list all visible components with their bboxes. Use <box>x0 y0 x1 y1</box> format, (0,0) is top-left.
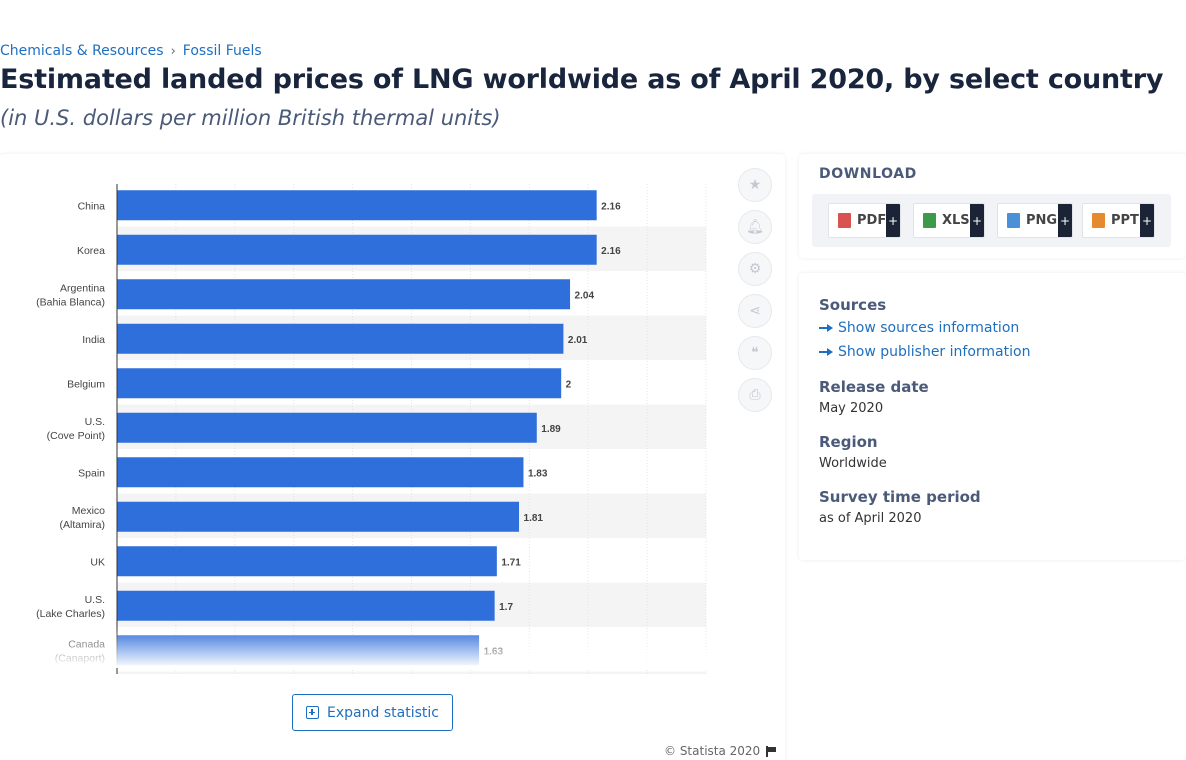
bar <box>117 546 497 577</box>
arrow-right-icon <box>819 323 833 333</box>
data-label: 1.81 <box>524 513 544 524</box>
breadcrumb-item-fossil-fuels[interactable]: Fossil Fuels <box>182 43 262 59</box>
expand-statistic-button[interactable]: Expand statistic <box>292 694 453 731</box>
category-label: (Bahia Blanca) <box>36 296 105 308</box>
category-label: Canada <box>68 638 105 650</box>
download-ppt-label: PPT <box>1111 213 1139 228</box>
bar <box>117 412 537 443</box>
plus-icon: + <box>970 204 984 237</box>
data-label: 1.7 <box>499 602 513 613</box>
show-publisher-link[interactable]: Show publisher information <box>819 344 1030 360</box>
download-png-label: PNG <box>1026 213 1058 228</box>
category-label: U.S. <box>85 594 105 606</box>
bar-chart: 2.16 China 2.16 Korea 2.04 Argentina (Bahia Bl… <box>36 184 707 674</box>
survey-period-value: as of April 2020 <box>819 511 922 526</box>
show-sources-link[interactable]: Show sources information <box>819 320 1019 336</box>
category-label: (Canaport) <box>55 652 105 664</box>
show-sources-label: Show sources information <box>838 320 1020 336</box>
bar <box>117 635 480 666</box>
download-ppt-button[interactable]: PPT + <box>1082 203 1155 238</box>
plus-icon: + <box>886 204 900 237</box>
survey-period-heading: Survey time period <box>819 488 981 506</box>
print-icon[interactable]: ⎙ <box>738 378 772 412</box>
category-label: Belgium <box>67 378 105 390</box>
breadcrumb-item-chemicals[interactable]: Chemicals & Resources <box>0 43 164 59</box>
category-label: Argentina <box>60 282 105 294</box>
page-subtitle: (in U.S. dollars per million British the… <box>0 106 501 130</box>
bar <box>117 190 597 221</box>
category-label: China <box>78 200 106 212</box>
ppt-file-icon <box>1092 213 1105 228</box>
page-title: Estimated landed prices of LNG worldwide… <box>0 64 1164 95</box>
copyright-text: © Statista 2020 <box>664 744 761 758</box>
flag-icon[interactable] <box>766 745 777 757</box>
download-pdf-button[interactable]: PDF + <box>828 203 901 238</box>
release-date-value: May 2020 <box>819 401 884 416</box>
star-icon[interactable]: ★ <box>738 168 772 202</box>
download-xls-label: XLS <box>942 213 970 228</box>
region-value: Worldwide <box>819 456 887 471</box>
show-publisher-label: Show publisher information <box>838 344 1031 360</box>
category-label: (Altamira) <box>59 519 105 531</box>
bar <box>117 590 495 621</box>
data-label: 1.83 <box>528 468 548 479</box>
data-label: 2.04 <box>575 290 595 301</box>
download-xls-button[interactable]: XLS + <box>913 203 985 238</box>
bar <box>117 234 597 265</box>
gear-icon[interactable]: ⚙ <box>738 252 772 286</box>
info-card: Sources Show sources information Show pu… <box>799 273 1186 560</box>
category-label: Korea <box>77 245 105 257</box>
expand-statistic-label: Expand statistic <box>327 704 439 721</box>
plus-square-icon <box>306 706 320 719</box>
data-label: 2.16 <box>601 201 621 212</box>
bar <box>117 457 524 488</box>
data-label: 2 <box>566 379 572 390</box>
category-label: (Lake Charles) <box>36 608 105 620</box>
category-label: UK <box>90 556 105 568</box>
data-label: 2.01 <box>568 335 588 346</box>
data-label: 2.16 <box>601 246 621 257</box>
plus-icon: + <box>1140 204 1154 237</box>
download-card: DOWNLOAD PDF + XLS + PNG + PPT + <box>799 154 1186 258</box>
data-label: 1.71 <box>501 557 521 568</box>
release-date-heading: Release date <box>819 378 929 396</box>
pdf-file-icon <box>838 213 851 228</box>
png-file-icon <box>1007 213 1020 228</box>
bar <box>117 323 564 354</box>
download-pdf-label: PDF <box>857 213 887 228</box>
category-label: India <box>82 334 105 346</box>
data-label: 1.63 <box>484 646 504 657</box>
download-png-button[interactable]: PNG + <box>997 203 1073 238</box>
plus-icon: + <box>1058 204 1072 237</box>
bar <box>117 501 520 532</box>
bar <box>117 279 571 310</box>
data-label: 1.89 <box>541 424 561 435</box>
download-title: DOWNLOAD <box>819 166 917 182</box>
category-label: U.S. <box>85 416 105 428</box>
row-stripe <box>117 671 706 674</box>
bell-icon[interactable]: 🔔︎ <box>738 210 772 244</box>
quote-icon[interactable]: ❝ <box>738 336 772 370</box>
copyright: © Statista 2020 <box>664 744 777 758</box>
category-label: Spain <box>78 467 105 479</box>
download-buttons: PDF + XLS + PNG + PPT + <box>812 194 1171 247</box>
breadcrumb-separator: › <box>170 43 176 59</box>
chart-card: 2.16 China 2.16 Korea 2.04 Argentina (Bahia Bl… <box>0 154 785 760</box>
share-icon[interactable]: ⋖ <box>738 294 772 328</box>
bar <box>117 368 562 399</box>
chart-toolbar: ★ 🔔︎ ⚙ ⋖ ❝ ⎙ <box>738 168 772 420</box>
category-label: Mexico <box>72 505 105 517</box>
arrow-right-icon <box>819 347 833 357</box>
breadcrumb: Chemicals & Resources › Fossil Fuels <box>0 43 262 59</box>
region-heading: Region <box>819 433 878 451</box>
sources-heading: Sources <box>819 296 887 314</box>
xls-file-icon <box>923 213 936 228</box>
category-label: (Cove Point) <box>47 430 105 442</box>
